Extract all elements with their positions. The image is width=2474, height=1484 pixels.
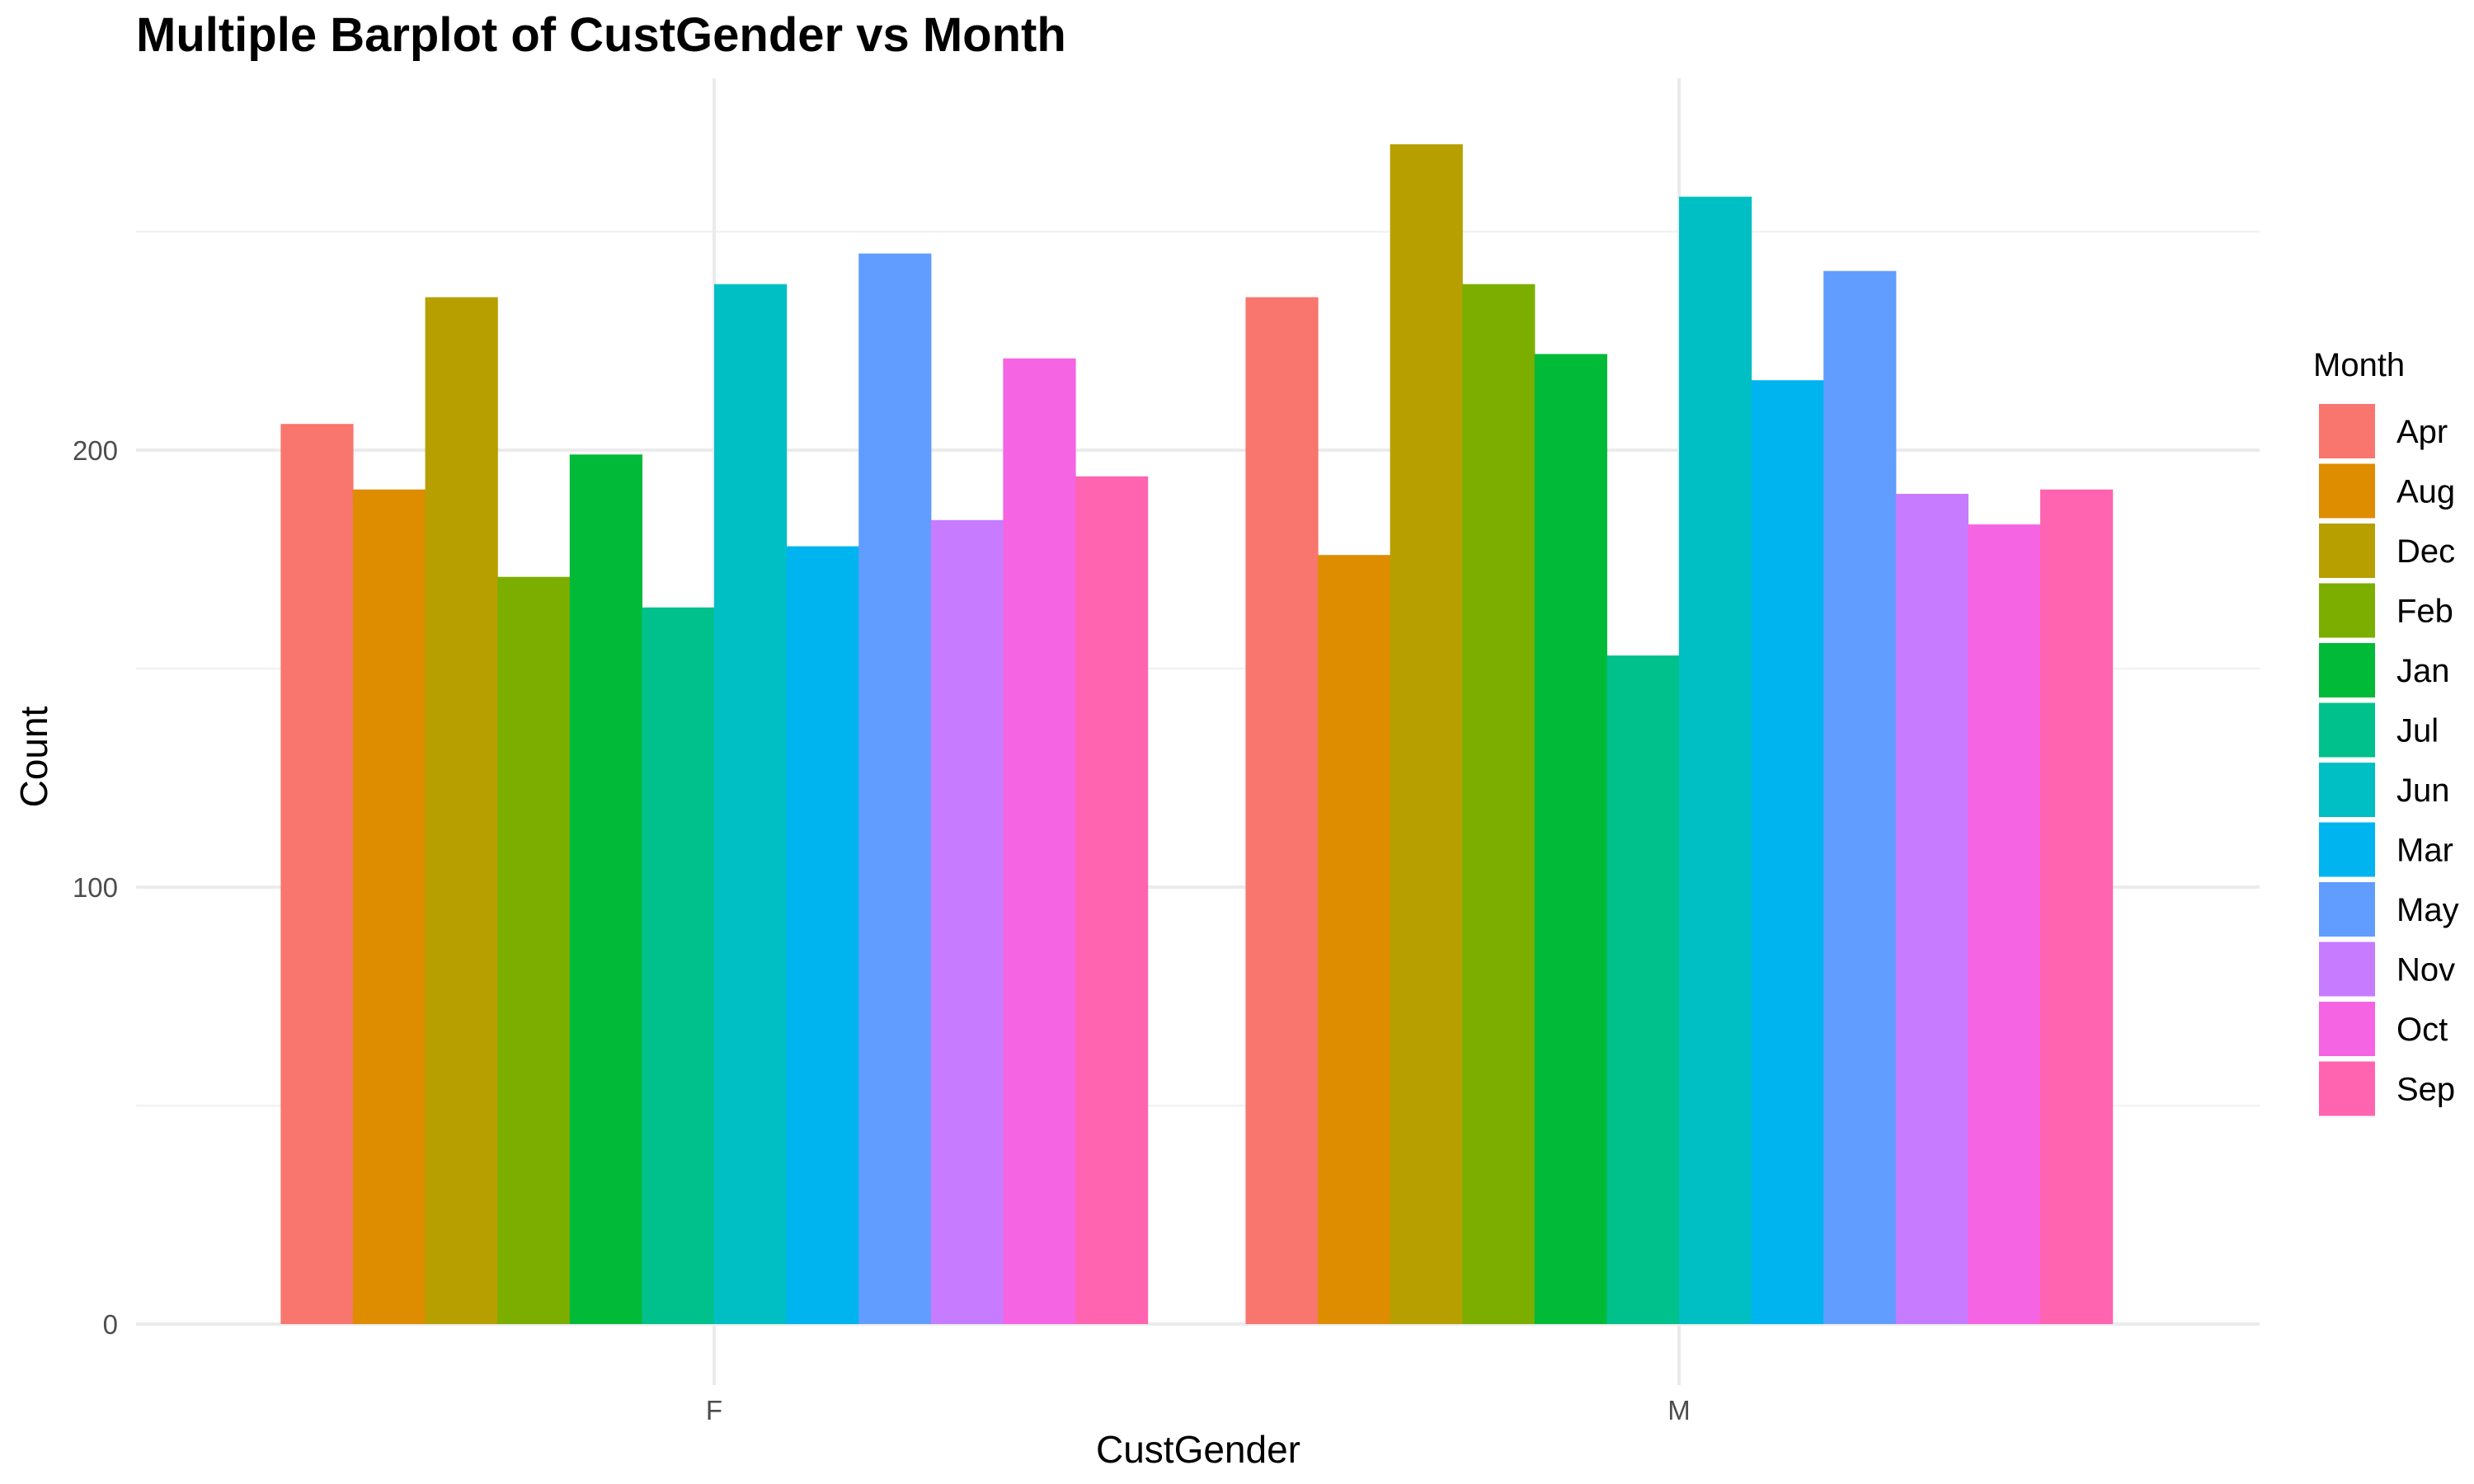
x-tick-label: M	[1667, 1395, 1691, 1425]
axis-layer: 0 100 200 F M	[73, 435, 1691, 1425]
legend-key-Oct	[2319, 1002, 2375, 1056]
bar-F-Sep	[1075, 476, 1149, 1324]
bar-F-Jan	[569, 454, 642, 1324]
legend-key-Feb	[2319, 583, 2375, 638]
legend-key-Sep	[2319, 1061, 2375, 1116]
legend-key-May	[2319, 882, 2375, 937]
bar-M-Oct	[1968, 524, 2041, 1324]
bar-F-Feb	[497, 576, 571, 1324]
legend-label-May: May	[2396, 892, 2459, 928]
bar-F-Oct	[1003, 358, 1076, 1325]
bar-M-Mar	[1751, 380, 1824, 1325]
legend-label-Jul: Jul	[2396, 713, 2439, 749]
legend-label-Mar: Mar	[2396, 833, 2453, 869]
legend-label-Apr: Apr	[2396, 414, 2448, 450]
legend-label-Jan: Jan	[2396, 653, 2450, 689]
bar-M-Feb	[1462, 284, 1536, 1325]
legend-key-Apr	[2319, 404, 2375, 458]
bar-M-Sep	[2040, 489, 2114, 1324]
legend-title: Month	[2313, 347, 2405, 383]
bar-F-Apr	[280, 424, 354, 1325]
bar-M-Aug	[1318, 555, 1391, 1324]
bar-F-Dec	[425, 297, 498, 1324]
bar-F-Mar	[786, 546, 859, 1324]
legend-label-Oct: Oct	[2396, 1012, 2448, 1048]
legend-key-Mar	[2319, 822, 2375, 877]
bar-F-May	[858, 253, 932, 1324]
bars-layer	[280, 144, 2114, 1325]
legend-key-Aug	[2319, 463, 2375, 519]
legend-label-Aug: Aug	[2396, 474, 2455, 510]
x-tick-label: F	[706, 1395, 722, 1425]
bar-M-Dec	[1390, 144, 1463, 1324]
bar-M-Apr	[1245, 297, 1319, 1324]
legend-label-Nov: Nov	[2396, 952, 2455, 989]
bar-F-Jun	[714, 284, 788, 1325]
chart-title: Multiple Barplot of CustGender vs Month	[136, 8, 1066, 62]
y-axis-title: Count	[12, 706, 55, 807]
legend-key-Nov	[2319, 942, 2375, 997]
legend-layer: Apr Aug Dec Feb Jan Jul Jun Mar May Nov Oct Sep	[2319, 404, 2459, 1116]
legend-key-Dec	[2319, 524, 2375, 578]
bar-F-Aug	[353, 489, 426, 1324]
x-axis-title: CustGender	[1096, 1428, 1300, 1471]
legend-key-Jul	[2319, 702, 2375, 758]
bar-M-Jul	[1606, 655, 1680, 1324]
legend-key-Jan	[2319, 643, 2375, 697]
legend-label-Dec: Dec	[2396, 533, 2455, 570]
bar-F-Nov	[930, 519, 1004, 1324]
legend-label-Feb: Feb	[2396, 594, 2453, 630]
bar-F-Jul	[642, 607, 715, 1324]
y-tick-label: 200	[73, 435, 118, 466]
legend-key-Jun	[2319, 763, 2375, 817]
bar-M-Jan	[1534, 354, 1607, 1324]
bar-M-Nov	[1895, 494, 1968, 1324]
legend-label-Sep: Sep	[2396, 1072, 2455, 1108]
bar-M-May	[1823, 270, 1897, 1325]
y-tick-label: 100	[73, 872, 118, 903]
bar-M-Jun	[1679, 196, 1752, 1325]
y-tick-label: 0	[103, 1309, 118, 1340]
legend-label-Jun: Jun	[2396, 773, 2450, 809]
